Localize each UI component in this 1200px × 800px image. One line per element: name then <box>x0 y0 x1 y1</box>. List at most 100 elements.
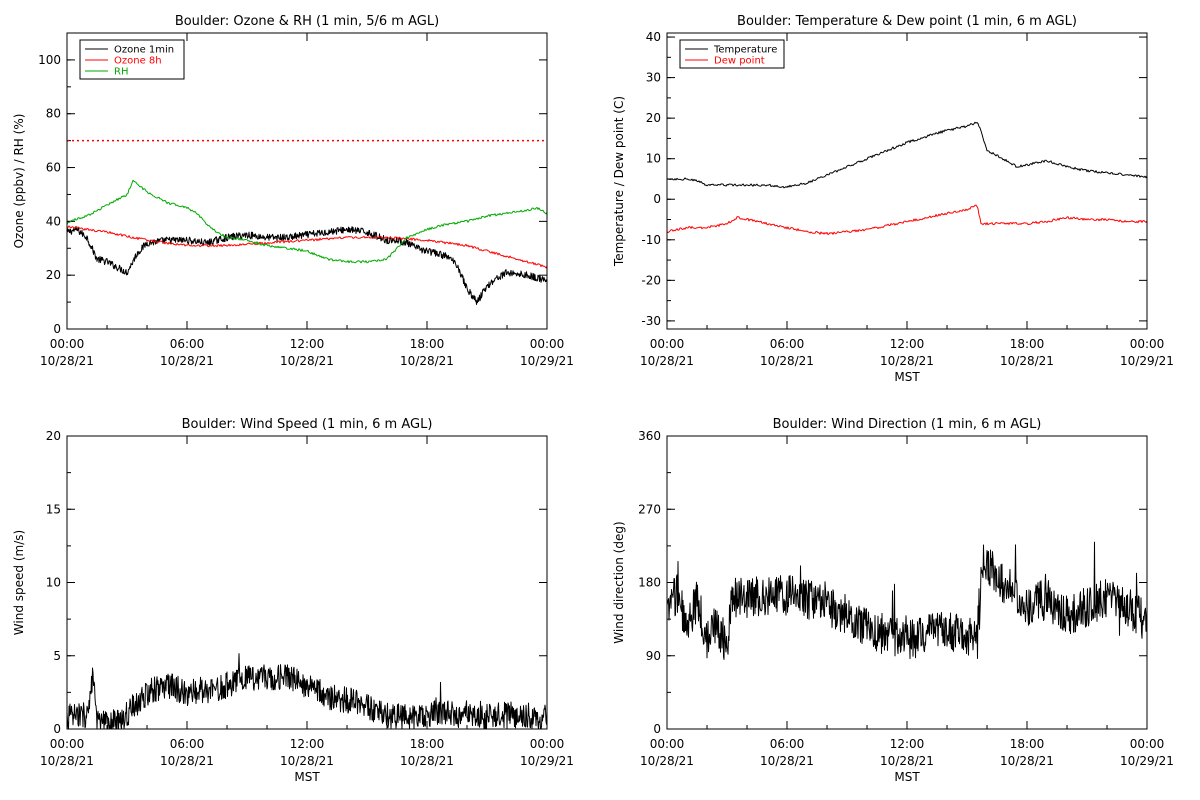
ozone-rh-title: Boulder: Ozone & RH (1 min, 5/6 m AGL) <box>175 14 439 29</box>
ozone-rh-x-tick-time: 00:00 <box>530 337 565 351</box>
wind-direction-series-line <box>666 541 1148 660</box>
wind-direction-y-tick-label: 90 <box>646 649 661 663</box>
temperature-dewpoint-y-tick-label: 40 <box>646 30 661 44</box>
temperature-dewpoint-legend-label: Dew point <box>714 56 765 67</box>
wind-speed-y-tick-label: 0 <box>53 722 61 736</box>
temperature-dewpoint-series-temperature <box>667 121 1148 189</box>
wind-direction-y-axis-label: Wind direction (deg) <box>612 521 626 643</box>
ozone-rh-marks: 0 20 40 60 80 100 00:00 10/28/21 06:00 10/28/21 12… <box>38 32 574 368</box>
wind-speed-title: Boulder: Wind Speed (1 min, 6 m AGL) <box>182 417 433 432</box>
temperature-dewpoint-x-tick-date: 10/28/21 <box>880 354 934 368</box>
ozone-rh-x-tick-time: 06:00 <box>170 337 205 351</box>
wind-speed-x-tick-date: 10/28/21 <box>280 754 334 768</box>
wind-speed-panel: Boulder: Wind Speed (1 min, 6 m AGL) Win… <box>12 417 574 784</box>
ozone-rh-x-tick-date: 10/28/21 <box>40 354 94 368</box>
temperature-dewpoint-y-tick-label: -20 <box>641 273 661 287</box>
temperature-dewpoint-x-tick-date: 10/28/21 <box>760 354 814 368</box>
temperature-dewpoint-x-tick-time: 18:00 <box>1010 337 1045 351</box>
temperature-dewpoint-legend-label: Temperature <box>713 45 777 56</box>
temperature-dewpoint-y-axis-label: Temperature / Dew point (C) <box>612 96 626 267</box>
temperature-dewpoint-x-tick-date: 10/28/21 <box>1000 354 1054 368</box>
wind-direction-y-tick-label: 180 <box>638 576 661 590</box>
wind-direction-x-tick-time: 00:00 <box>1130 737 1165 751</box>
ozone-rh-legend-label: RH <box>114 67 128 78</box>
ozone-rh-y-axis-label: Ozone (ppbv) / RH (%) <box>12 114 26 249</box>
wind-direction-y-tick-label: 360 <box>638 429 661 443</box>
wind-direction-x-tick-date: 10/29/21 <box>1120 754 1174 768</box>
wind-direction-x-tick-date: 10/28/21 <box>640 754 694 768</box>
ozone-rh-x-tick-time: 12:00 <box>290 337 325 351</box>
wind-direction-x-tick-date: 10/28/21 <box>880 754 934 768</box>
temperature-dewpoint-x-tick-time: 00:00 <box>650 337 685 351</box>
wind-speed-x-tick-time: 06:00 <box>170 737 205 751</box>
wind-direction-x-axis-label: MST <box>894 770 920 784</box>
temperature-dewpoint-legend-box <box>679 39 785 69</box>
wind-speed-x-tick-date: 10/28/21 <box>160 754 214 768</box>
ozone-rh-y-tick-label: 100 <box>38 53 61 67</box>
ozone-rh-y-tick-label: 80 <box>46 107 61 121</box>
ozone-rh-plot-frame <box>66 32 548 330</box>
temperature-dewpoint-y-tick-label: -10 <box>641 233 661 247</box>
wind-speed-x-axis-label: MST <box>294 770 320 784</box>
ozone-rh-y-tick-label: 60 <box>46 161 61 175</box>
temperature-dewpoint-series-dew-point <box>666 204 1148 235</box>
ozone-rh-x-tick-date: 10/28/21 <box>400 354 454 368</box>
ozone-rh-y-tick-label: 0 <box>53 322 61 336</box>
wind-direction-x-tick-date: 10/28/21 <box>760 754 814 768</box>
ozone-rh-x-tick-time: 18:00 <box>410 337 445 351</box>
ozone-rh-legend-label: Ozone 1min <box>114 45 174 56</box>
wind-direction-x-tick-date: 10/28/21 <box>1000 754 1054 768</box>
wind-speed-x-tick-time: 00:00 <box>50 737 85 751</box>
ozone-rh-panel: Boulder: Ozone & RH (1 min, 5/6 m AGL) O… <box>12 14 574 368</box>
wind-direction-x-tick-time: 12:00 <box>890 737 925 751</box>
temperature-dewpoint-y-tick-label: 10 <box>646 152 661 166</box>
ozone-rh-x-tick-time: 00:00 <box>50 337 85 351</box>
wind-speed-plot-frame <box>66 435 548 730</box>
wind-direction-y-tick-label: 0 <box>653 722 661 736</box>
wind-direction-marks: 0 90 180 270 360 00:00 10/28/21 06:00 10/28/21 12… <box>638 429 1174 768</box>
wind-speed-y-tick-label: 20 <box>46 429 61 443</box>
wind-speed-y-tick-label: 15 <box>46 502 61 516</box>
temperature-dewpoint-x-tick-time: 12:00 <box>890 337 925 351</box>
wind-speed-series-line <box>66 653 548 730</box>
temperature-dewpoint-y-tick-label: -30 <box>641 314 661 328</box>
temperature-dewpoint-x-axis-label: MST <box>894 370 920 384</box>
wind-direction-y-tick-label: 270 <box>638 502 661 516</box>
ozone-rh-x-tick-date: 10/29/21 <box>520 354 574 368</box>
ozone-rh-y-tick-label: 20 <box>46 268 61 282</box>
ozone-rh-legend-box <box>79 39 185 80</box>
temperature-dewpoint-x-tick-time: 06:00 <box>770 337 805 351</box>
temperature-dewpoint-plot-frame <box>666 32 1148 330</box>
wind-direction-x-tick-time: 00:00 <box>650 737 685 751</box>
wind-direction-title: Boulder: Wind Direction (1 min, 6 m AGL) <box>773 417 1042 432</box>
temperature-dewpoint-x-tick-time: 00:00 <box>1130 337 1165 351</box>
ozone-rh-series-ozone-8h <box>66 225 548 269</box>
wind-speed-x-tick-date: 10/28/21 <box>40 754 94 768</box>
ozone-rh-x-tick-date: 10/28/21 <box>280 354 334 368</box>
wind-speed-x-tick-time: 12:00 <box>290 737 325 751</box>
wind-direction-panel: Boulder: Wind Direction (1 min, 6 m AGL)… <box>612 417 1174 784</box>
ozone-rh-legend-label: Ozone 8h <box>114 56 162 67</box>
wind-speed-y-tick-label: 5 <box>53 649 61 663</box>
wind-direction-x-tick-time: 06:00 <box>770 737 805 751</box>
ozone-rh-series-rh <box>66 179 548 264</box>
wind-speed-x-tick-date: 10/28/21 <box>400 754 454 768</box>
ozone-rh-series-ozone-1min <box>66 225 548 305</box>
ozone-rh-y-tick-label: 40 <box>46 214 61 228</box>
wind-speed-marks: 0 5 10 15 20 00:00 10/28/21 06:00 10/28/21 12:00 1… <box>40 429 574 768</box>
temperature-dewpoint-x-tick-date: 10/28/21 <box>640 354 694 368</box>
temperature-dewpoint-x-tick-date: 10/29/21 <box>1120 354 1174 368</box>
wind-speed-y-tick-label: 10 <box>46 576 61 590</box>
wind-speed-x-tick-date: 10/29/21 <box>520 754 574 768</box>
temperature-dewpoint-y-tick-label: 30 <box>646 71 661 85</box>
wind-speed-y-axis-label: Wind speed (m/s) <box>12 530 26 635</box>
temperature-dewpoint-title: Boulder: Temperature & Dew point (1 min,… <box>737 14 1077 29</box>
temperature-dewpoint-y-tick-label: 20 <box>646 111 661 125</box>
wind-direction-x-tick-time: 18:00 <box>1010 737 1045 751</box>
wind-speed-x-tick-time: 00:00 <box>530 737 565 751</box>
temperature-dewpoint-y-tick-label: 0 <box>653 192 661 206</box>
